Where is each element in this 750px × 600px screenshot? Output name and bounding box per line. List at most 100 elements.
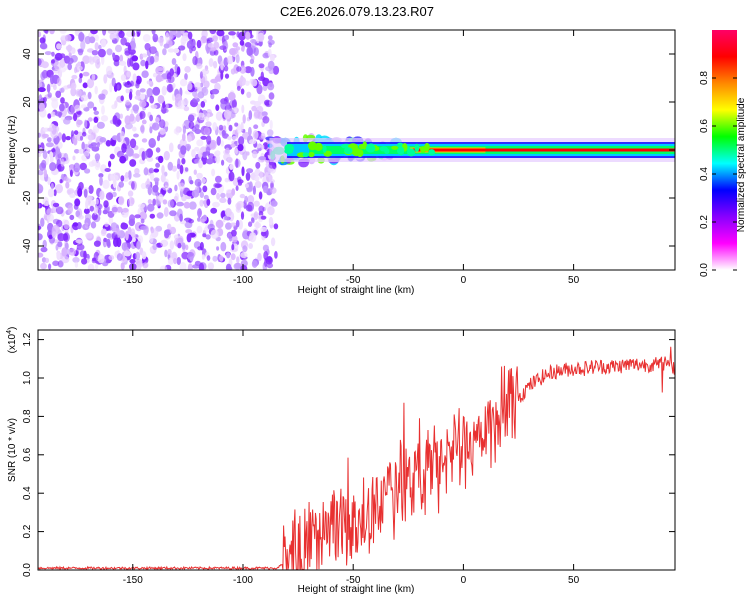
noise-blob xyxy=(177,158,181,168)
noise-blob xyxy=(149,56,155,65)
noise-blob xyxy=(40,71,46,81)
colorbar-tick-label: 0.6 xyxy=(699,119,710,133)
noise-blob xyxy=(246,91,252,99)
noise-blob xyxy=(149,126,153,134)
noise-blob xyxy=(38,58,42,66)
noise-blob xyxy=(199,218,206,223)
noise-blob xyxy=(105,140,112,147)
noise-blob xyxy=(85,199,89,210)
noise-blob xyxy=(145,60,149,70)
y-tick-label: 1.0 xyxy=(22,371,33,385)
noise-blob xyxy=(91,212,98,221)
noise-blob xyxy=(142,34,151,42)
noise-blob xyxy=(173,48,180,54)
noise-blob xyxy=(88,55,92,63)
noise-blob xyxy=(225,208,232,217)
noise-blob xyxy=(200,135,207,140)
noise-blob xyxy=(213,49,219,56)
noise-blob xyxy=(242,245,248,253)
noise-blob xyxy=(216,192,221,200)
noise-blob xyxy=(258,135,267,140)
noise-blob xyxy=(111,77,116,87)
noise-blob xyxy=(254,175,260,182)
noise-blob xyxy=(156,135,161,142)
noise-blob xyxy=(179,213,183,222)
noise-blob xyxy=(180,145,187,155)
noise-blob xyxy=(209,30,217,35)
noise-blob xyxy=(115,44,122,53)
noise-blob xyxy=(181,35,188,41)
snr-multiplier: (x104) xyxy=(6,327,18,354)
noise-blob xyxy=(78,32,85,42)
noise-blob xyxy=(251,217,255,222)
noise-blob xyxy=(215,104,220,111)
noise-blob xyxy=(199,71,203,79)
noise-blob xyxy=(181,158,186,165)
snr-multiplier-base: (x10 xyxy=(7,333,18,353)
noise-blob xyxy=(247,195,255,204)
noise-blob xyxy=(75,239,83,244)
noise-blob xyxy=(265,172,269,177)
colorbar-tick-label: 0.4 xyxy=(699,167,710,181)
noise-blob xyxy=(196,149,203,154)
colorbar-tick-label: 0.0 xyxy=(699,263,710,277)
noise-blob xyxy=(222,125,227,131)
noise-blob xyxy=(120,222,129,230)
noise-blob xyxy=(240,265,248,270)
noise-blob xyxy=(241,104,245,114)
noise-blob xyxy=(112,115,118,125)
noise-blob xyxy=(48,263,52,270)
noise-blob xyxy=(273,223,279,230)
noise-blob xyxy=(67,105,75,115)
noise-blob xyxy=(253,200,260,207)
snr-series-line xyxy=(38,346,675,570)
noise-blob xyxy=(98,207,102,216)
noise-blob xyxy=(227,136,232,141)
noise-blob xyxy=(169,30,177,38)
noise-blob xyxy=(51,148,56,153)
noise-blob xyxy=(251,105,257,112)
noise-blob xyxy=(220,60,224,71)
noise-blob xyxy=(62,85,70,90)
noise-blob xyxy=(84,168,91,174)
noise-blob xyxy=(227,233,233,240)
noise-blob xyxy=(244,66,253,74)
noise-blob xyxy=(236,66,242,72)
noise-blob xyxy=(85,195,93,201)
noise-blob xyxy=(129,159,137,167)
noise-blob xyxy=(133,106,139,114)
noise-blob xyxy=(237,144,244,152)
x-tick-label: -100 xyxy=(233,275,253,286)
noise-blob xyxy=(185,244,189,251)
noise-blob xyxy=(212,201,220,208)
noise-blob xyxy=(106,233,112,239)
noise-blob xyxy=(192,56,198,66)
noise-blob xyxy=(162,199,168,205)
noise-blob xyxy=(203,194,209,200)
noise-blob xyxy=(269,119,273,130)
noise-blob xyxy=(102,30,107,36)
noise-blob xyxy=(127,190,134,197)
noise-blob xyxy=(89,205,95,212)
noise-blob xyxy=(152,185,159,193)
noise-blob xyxy=(109,33,117,41)
spectrogram-xlabel: Height of straight line (km) xyxy=(298,285,415,296)
snr-ticks: -150 -100 -50 0 50 0.0 0.2 0.4 0.6 0.8 1.0 1.2 xyxy=(22,330,675,586)
noise-blob xyxy=(240,121,244,132)
noise-blob xyxy=(210,187,217,196)
noise-blob xyxy=(84,143,88,150)
noise-blob xyxy=(73,113,78,122)
noise-blob xyxy=(225,263,232,270)
noise-blob xyxy=(60,158,65,167)
noise-blob xyxy=(50,97,59,102)
noise-blob xyxy=(139,211,148,221)
noise-blob xyxy=(244,183,249,188)
noise-blob xyxy=(208,58,214,67)
noise-blob xyxy=(231,98,237,109)
noise-blob xyxy=(97,253,105,264)
noise-blob xyxy=(184,73,188,81)
noise-blob xyxy=(57,260,64,268)
y-tick-label: 40 xyxy=(22,48,33,60)
noise-blob xyxy=(224,73,230,79)
noise-blob xyxy=(83,188,88,198)
